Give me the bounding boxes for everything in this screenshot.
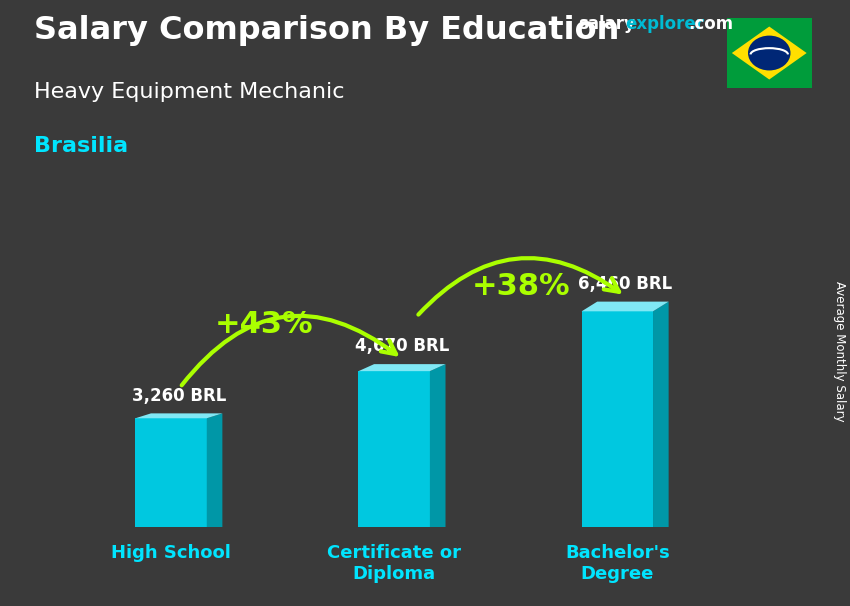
Text: 4,670 BRL: 4,670 BRL (354, 338, 449, 356)
Text: Heavy Equipment Mechanic: Heavy Equipment Mechanic (34, 82, 344, 102)
Polygon shape (135, 413, 223, 418)
Text: .com: .com (688, 15, 734, 33)
Text: 6,460 BRL: 6,460 BRL (578, 275, 672, 293)
Polygon shape (359, 364, 445, 371)
Text: +43%: +43% (215, 310, 314, 339)
Text: Average Monthly Salary: Average Monthly Salary (833, 281, 846, 422)
Polygon shape (207, 413, 223, 527)
Polygon shape (581, 302, 669, 311)
Text: explorer: explorer (625, 15, 704, 33)
Polygon shape (359, 371, 430, 527)
Polygon shape (135, 418, 207, 527)
Polygon shape (732, 27, 807, 79)
Text: Brasilia: Brasilia (34, 136, 128, 156)
Text: salary: salary (578, 15, 635, 33)
Text: +38%: +38% (472, 272, 570, 301)
Polygon shape (581, 311, 653, 527)
Polygon shape (653, 302, 669, 527)
Circle shape (748, 36, 790, 70)
Polygon shape (430, 364, 445, 527)
Text: Salary Comparison By Education: Salary Comparison By Education (34, 15, 620, 46)
Text: 3,260 BRL: 3,260 BRL (132, 387, 226, 405)
